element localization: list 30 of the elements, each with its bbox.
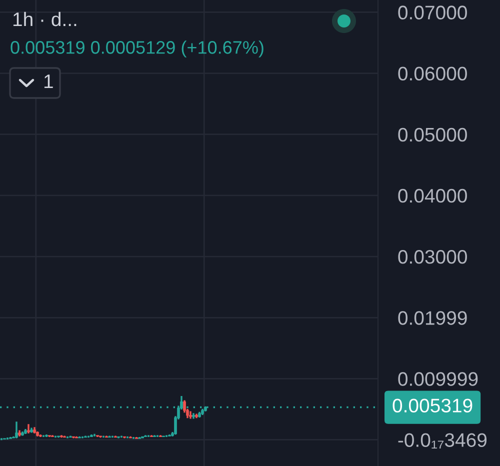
candlestick [27, 424, 30, 434]
chart-title: 1h · d... [13, 12, 76, 26]
candlestick [192, 413, 195, 419]
candlestick [21, 431, 24, 436]
candlestick [201, 408, 204, 416]
y-tick-label: 0.07000 [398, 6, 467, 20]
y-tick-label: 0.04000 [398, 188, 467, 203]
candlestick [93, 434, 96, 436]
ref-line-label: 0.005319 [392, 398, 472, 412]
candlestick [45, 434, 48, 438]
annotation: 1 [44, 74, 53, 88]
candlestick [189, 411, 192, 419]
candlestick [60, 435, 63, 438]
y-tick-label: 0.03000 [398, 250, 467, 264]
candlestick [39, 434, 42, 438]
candlestick [90, 434, 93, 438]
y-tick-label: 0.01999 [398, 311, 467, 325]
candlestick [33, 427, 36, 434]
candlestick [15, 422, 18, 438]
candlestick [195, 414, 198, 418]
candlestick [198, 412, 201, 418]
y-tick-label: 0.05000 [398, 128, 467, 142]
y-tick-label: -0.0₁₇3469 [398, 433, 487, 448]
candlestick [24, 429, 27, 434]
candlestick [30, 428, 33, 433]
y-tick-label: 0.009999 [398, 372, 478, 386]
candlestick [36, 431, 39, 436]
text: 0.005319 0.0005129 (+10.67%) [10, 40, 264, 58]
y-tick-label: 0.06000 [398, 66, 467, 81]
candlestick [18, 430, 21, 436]
